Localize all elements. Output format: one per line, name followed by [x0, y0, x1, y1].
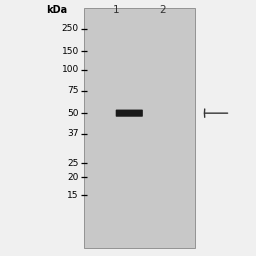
Text: 150: 150	[62, 47, 79, 56]
Text: 100: 100	[62, 65, 79, 74]
Text: 75: 75	[67, 86, 79, 95]
Text: 15: 15	[67, 190, 79, 200]
Text: 50: 50	[67, 109, 79, 118]
Text: 2: 2	[159, 5, 166, 15]
Bar	[84, 8, 195, 248]
Text: 250: 250	[62, 24, 79, 33]
FancyBboxPatch shape	[116, 110, 143, 117]
Text: 20: 20	[68, 173, 79, 182]
Text: kDa: kDa	[46, 5, 67, 15]
Text: 1: 1	[113, 5, 120, 15]
Text: 37: 37	[67, 129, 79, 138]
Text: 25: 25	[68, 159, 79, 168]
